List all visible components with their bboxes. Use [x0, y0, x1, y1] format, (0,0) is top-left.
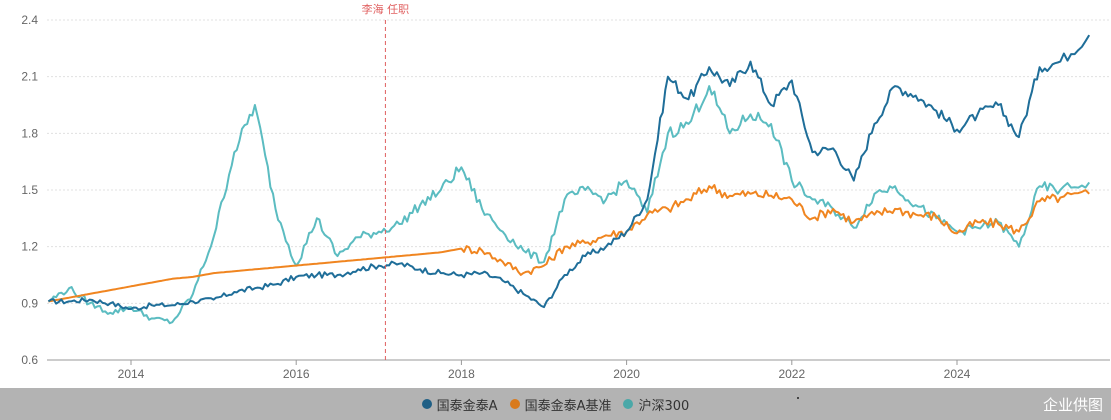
- brand-watermark: 企业供图: [1042, 396, 1103, 414]
- legend: 国泰金泰A 国泰金泰A基准 沪深300: [0, 388, 1111, 420]
- svg-text:2.1: 2.1: [21, 70, 38, 84]
- svg-text:0.9: 0.9: [21, 296, 38, 310]
- svg-text:1.8: 1.8: [21, 126, 38, 140]
- grid-lines: [47, 19, 1110, 304]
- svg-text:1.5: 1.5: [21, 183, 38, 197]
- legend-dot-icon: [421, 399, 432, 409]
- decorative-dot: [797, 397, 799, 399]
- svg-text:2024: 2024: [944, 367, 971, 381]
- legend-item-hs300[interactable]: 沪深300: [623, 395, 689, 414]
- legend-dot-icon: [509, 399, 520, 409]
- legend-bar: 国泰金泰A 国泰金泰A基准 沪深300 企业供图: [0, 388, 1111, 420]
- svg-text:2018: 2018: [448, 367, 475, 381]
- legend-label: 沪深300: [638, 398, 690, 414]
- series-line: [47, 34, 1091, 311]
- series-line: [48, 85, 1091, 325]
- series-line: [48, 184, 1090, 303]
- series-lines: [47, 34, 1091, 325]
- legend-item-fund[interactable]: 国泰金泰A: [421, 395, 498, 414]
- legend-item-benchmark[interactable]: 国泰金泰A基准: [509, 395, 612, 414]
- svg-text:2014: 2014: [118, 367, 145, 381]
- svg-text:2020: 2020: [613, 367, 640, 381]
- legend-dot-icon: [623, 399, 634, 409]
- svg-text:李海 任职: 李海 任职: [362, 2, 410, 16]
- svg-text:0.6: 0.6: [21, 353, 38, 367]
- line-chart: 0.60.91.21.51.82.12.4 2014 2016 2018 2020 20…: [21, 2, 1110, 381]
- svg-text:2.4: 2.4: [21, 13, 38, 27]
- y-axis: 0.6 0.9 1.2 1.5 1.8 2.1 2.4: [21, 13, 38, 367]
- svg-text:1.2: 1.2: [21, 240, 38, 254]
- annotation-marker: 李海 任职: [362, 2, 410, 360]
- svg-text:2016: 2016: [283, 367, 310, 381]
- x-axis: 2014 2016 2018 2020 2022 2024: [47, 359, 1110, 381]
- legend-label: 国泰金泰A基准: [524, 398, 612, 414]
- legend-label: 国泰金泰A: [436, 398, 498, 414]
- svg-text:2022: 2022: [778, 367, 805, 381]
